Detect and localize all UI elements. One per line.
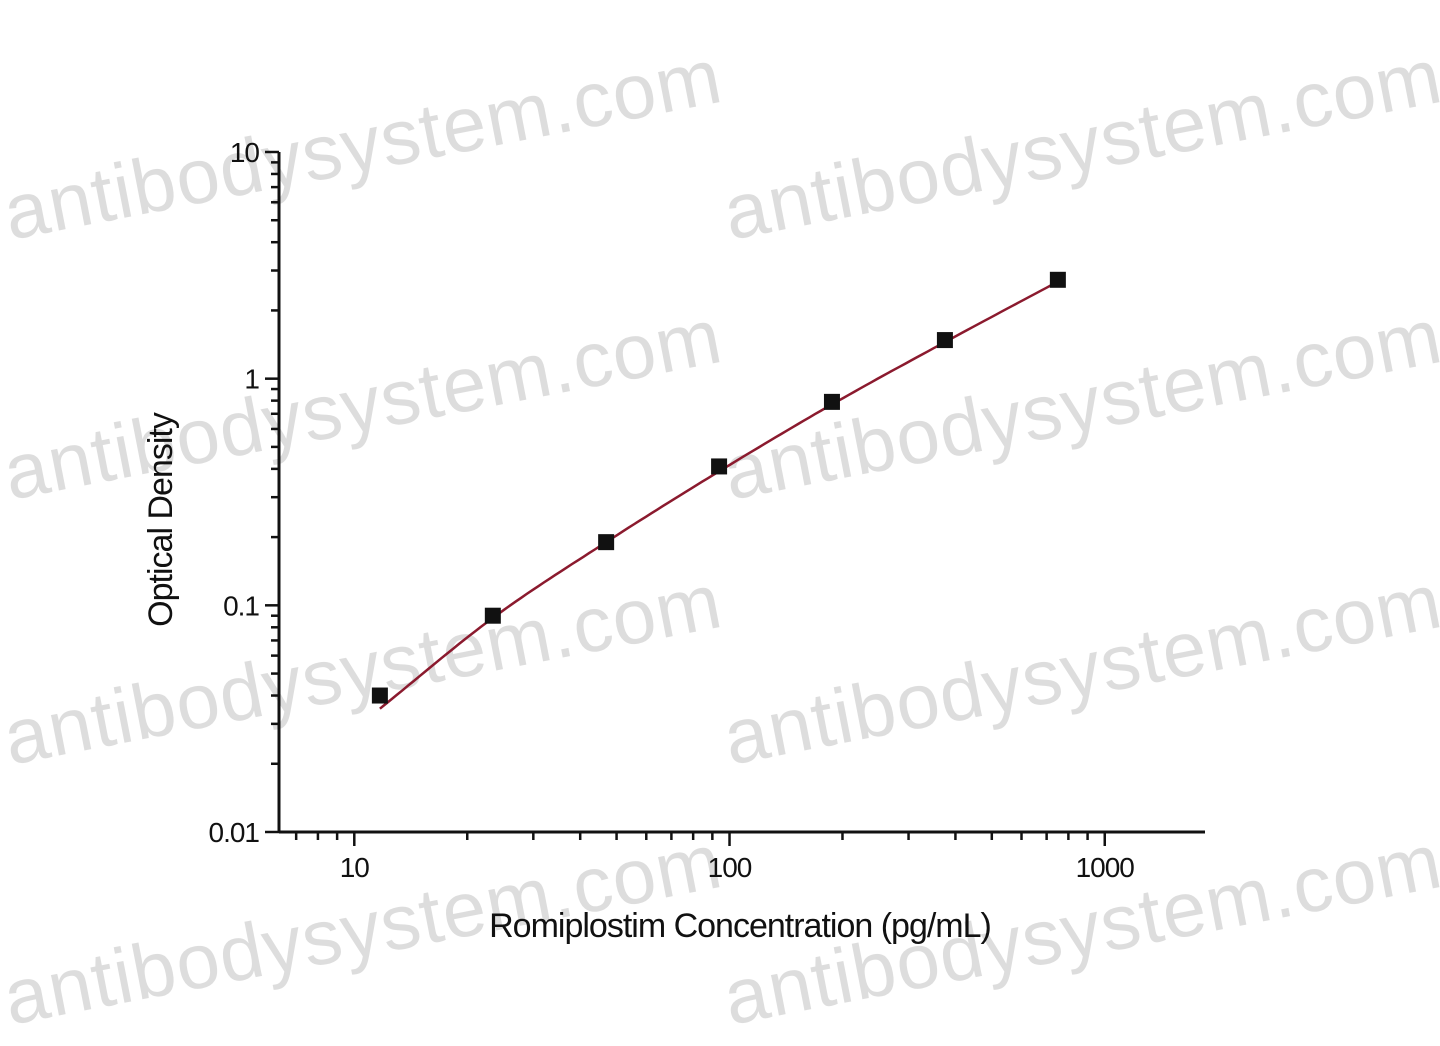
watermark-layer: antibodysystem.comantibodysystem.comanti… bbox=[0, 31, 1440, 1041]
y-axis-tick-labels: 0.01 0.1 1 10 bbox=[209, 137, 261, 848]
watermark-text: antibodysystem.com bbox=[716, 31, 1440, 256]
data-points-layer bbox=[371, 271, 1066, 704]
watermark-text: antibodysystem.com bbox=[0, 556, 729, 781]
data-point bbox=[936, 332, 953, 349]
x-axis-ticks bbox=[294, 832, 1106, 846]
data-point bbox=[598, 534, 615, 551]
watermark-text: antibodysystem.com bbox=[0, 31, 729, 256]
x-tick-label: 10 bbox=[340, 852, 370, 883]
x-axis-title: Romiplostim Concentration (pg/mL) bbox=[489, 907, 991, 945]
data-point bbox=[823, 393, 840, 410]
data-point bbox=[371, 687, 388, 704]
y-axis-title: Optical Density bbox=[142, 412, 180, 627]
watermark-text: antibodysystem.com bbox=[0, 291, 729, 516]
y-tick-label: 10 bbox=[230, 137, 260, 168]
x-axis-tick-labels: 10 100 1000 bbox=[340, 852, 1136, 883]
x-tick-label: 100 bbox=[708, 852, 752, 883]
data-point bbox=[711, 458, 728, 475]
y-tick-label: 0.01 bbox=[209, 817, 260, 848]
data-point bbox=[1049, 271, 1066, 288]
watermark-text: antibodysystem.com bbox=[716, 556, 1440, 781]
y-tick-label: 0.1 bbox=[223, 590, 259, 621]
axes bbox=[277, 152, 1205, 834]
x-tick-label: 1000 bbox=[1076, 852, 1135, 883]
y-tick-label: 1 bbox=[244, 364, 259, 395]
data-point bbox=[484, 607, 501, 624]
y-axis-ticks bbox=[265, 150, 279, 834]
